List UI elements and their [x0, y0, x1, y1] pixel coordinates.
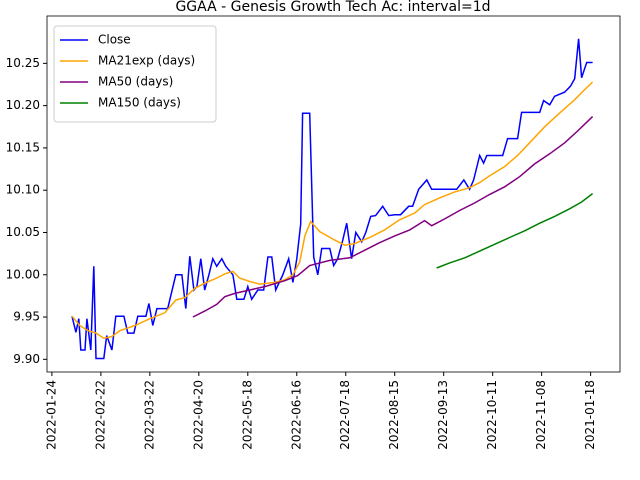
- line-series: [192, 116, 594, 318]
- x-tick-label: 2022-07-18: [338, 380, 352, 450]
- y-tick-label: 10.20: [6, 98, 40, 112]
- x-tick-label: 2022-05-18: [240, 380, 254, 450]
- x-tick-label: 2022-02-22: [93, 380, 107, 450]
- legend-box: [53, 25, 217, 123]
- axes-frame: [46, 15, 621, 373]
- y-tick-label: 10.10: [6, 183, 40, 197]
- y-tick-label: 9.90: [13, 352, 40, 366]
- x-tick-label: 2022-08-15: [387, 380, 401, 450]
- line-series: [71, 38, 593, 360]
- x-tick-label: 2022-04-20: [191, 380, 205, 450]
- y-tick-label: 10.25: [6, 56, 40, 70]
- line-series: [71, 81, 594, 339]
- legend-label: MA150 (days): [98, 96, 181, 110]
- x-tick-label: 2022-06-16: [289, 380, 303, 450]
- x-tick-label: 2022-10-11: [485, 380, 499, 450]
- chart-title: GGAA - Genesis Growth Tech Ac: interval=…: [175, 0, 490, 15]
- y-tick-label: 9.95: [13, 310, 40, 324]
- x-tick-label: 2021-01-18: [583, 380, 597, 450]
- x-tick-label: 2022-09-13: [436, 380, 450, 450]
- x-tick-label: 2022-11-08: [534, 380, 548, 450]
- legend-label: MA50 (days): [98, 75, 173, 89]
- y-tick-label: 10.15: [6, 140, 40, 154]
- legend-label: Close: [98, 33, 131, 47]
- x-tick-label: 2022-03-22: [142, 380, 156, 450]
- legend-label: MA21exp (days): [98, 54, 195, 68]
- line-series: [436, 193, 594, 269]
- y-tick-label: 10.00: [6, 267, 40, 281]
- y-tick-label: 10.05: [6, 225, 40, 239]
- x-tick-label: 2022-01-24: [44, 380, 58, 450]
